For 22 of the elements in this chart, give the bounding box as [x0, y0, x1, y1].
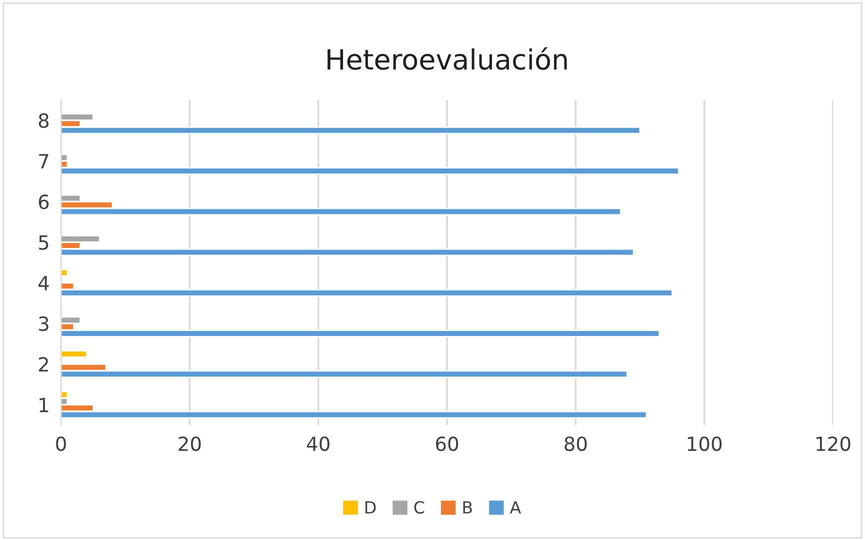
bar — [61, 350, 88, 358]
y-tick-label: 1 — [40, 398, 48, 412]
y-tick-label: 3 — [39, 316, 48, 332]
y-tick-label: 6 — [38, 194, 49, 210]
x-tick-label: 20 — [178, 436, 201, 452]
x-tick-label: 0 — [56, 436, 66, 452]
x-tick-label: 60 — [436, 436, 458, 452]
legend-label: A — [510, 501, 522, 514]
chart-title: Heteroevaluación — [328, 47, 567, 70]
legend-label: C — [414, 501, 424, 514]
y-tick-label: 8 — [38, 113, 49, 128]
y-tick-label: 4 — [38, 276, 49, 290]
legend-label: B — [463, 501, 472, 514]
x-tick-label: 80 — [564, 436, 587, 452]
x-tick-label: 100 — [688, 436, 722, 452]
y-tick-label: 5 — [39, 235, 48, 250]
x-tick-label: 40 — [306, 436, 330, 452]
y-tick-label: 7 — [39, 154, 48, 168]
y-tick-label: 2 — [38, 357, 48, 372]
x-tick-label: 120 — [816, 436, 850, 452]
bar — [61, 268, 68, 277]
legend-label: D — [365, 501, 376, 514]
